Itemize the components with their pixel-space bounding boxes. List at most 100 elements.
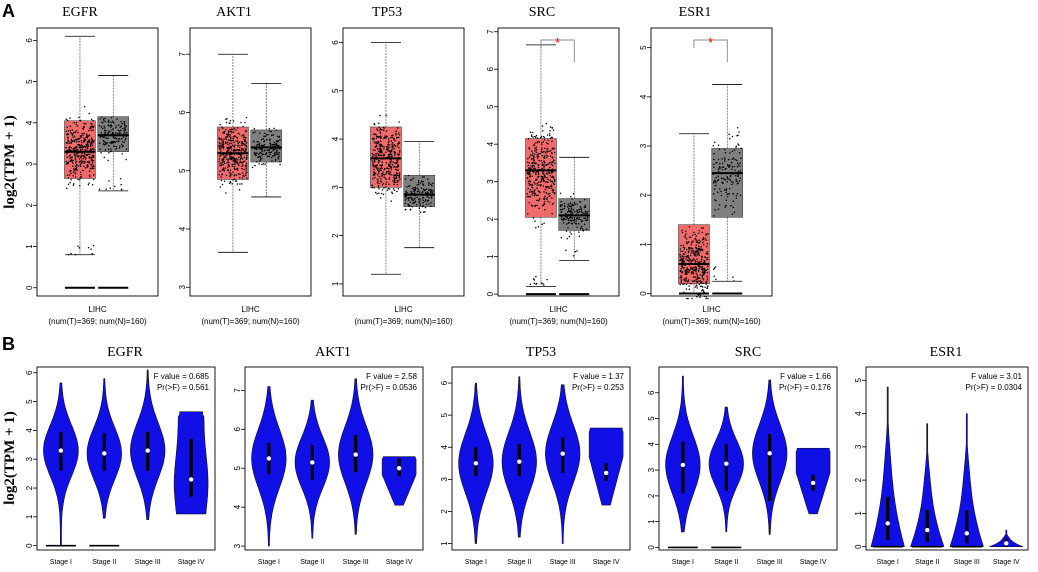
data-point	[389, 151, 392, 153]
data-point	[419, 204, 421, 206]
data-point	[243, 143, 245, 146]
data-point	[550, 161, 552, 163]
data-point	[242, 148, 244, 150]
data-point	[373, 159, 376, 161]
data-point	[267, 134, 269, 136]
data-point	[101, 127, 104, 130]
stage-label: Stage I	[258, 559, 280, 566]
y-tick-label: 4	[178, 226, 187, 231]
data-point	[561, 204, 564, 206]
data-point	[222, 143, 225, 146]
data-point	[565, 212, 567, 215]
data-point	[430, 183, 432, 186]
data-point	[81, 141, 83, 144]
data-point	[532, 217, 535, 219]
data-point	[411, 206, 413, 208]
data-point	[116, 138, 118, 140]
data-point	[257, 156, 259, 159]
data-point	[531, 152, 534, 154]
data-point	[715, 184, 717, 187]
data-point	[101, 116, 103, 119]
data-point	[713, 158, 715, 161]
data-point	[108, 130, 110, 132]
data-point	[274, 159, 277, 162]
data-point	[241, 140, 243, 143]
data-point	[237, 142, 240, 145]
data-point	[684, 269, 686, 271]
data-point	[685, 248, 688, 251]
data-point	[694, 253, 697, 255]
data-point	[391, 136, 394, 139]
data-point	[560, 216, 563, 218]
data-point	[270, 156, 273, 159]
data-point	[256, 148, 258, 151]
data-point	[74, 172, 77, 175]
data-point	[390, 149, 393, 152]
data-point	[571, 212, 574, 214]
data-point	[549, 129, 551, 132]
data-point	[680, 276, 683, 278]
data-point	[376, 142, 378, 144]
data-point	[684, 280, 687, 282]
data-point	[67, 161, 70, 163]
data-point	[252, 132, 255, 134]
data-point	[431, 184, 433, 187]
data-point	[699, 296, 701, 298]
data-point	[680, 278, 683, 281]
data-point	[540, 175, 542, 177]
data-point	[543, 164, 545, 166]
data-point	[270, 130, 273, 133]
data-point	[712, 182, 715, 184]
data-point	[728, 187, 731, 190]
data-point	[107, 124, 109, 126]
data-point	[544, 152, 547, 154]
data-point	[387, 148, 390, 150]
data-point	[553, 193, 556, 195]
data-point	[245, 174, 247, 177]
data-point	[264, 132, 266, 135]
data-point	[699, 266, 701, 268]
data-point	[260, 149, 262, 151]
data-point	[78, 247, 81, 249]
data-point	[246, 142, 248, 144]
data-point	[527, 138, 530, 140]
data-point	[372, 178, 374, 180]
data-point	[694, 286, 697, 288]
data-point	[530, 134, 533, 136]
data-point	[243, 156, 246, 158]
data-point	[88, 160, 91, 163]
data-point	[679, 253, 681, 256]
data-point	[73, 121, 75, 124]
data-point	[378, 170, 380, 173]
data-point	[545, 122, 548, 125]
data-point	[119, 177, 122, 180]
data-point	[92, 164, 94, 166]
data-point	[684, 251, 687, 253]
data-point	[738, 144, 740, 146]
data-point	[378, 122, 380, 124]
data-point	[579, 201, 582, 203]
data-point	[384, 135, 386, 137]
data-point	[225, 138, 228, 140]
data-point	[686, 256, 688, 258]
data-point	[537, 190, 540, 192]
data-point	[387, 153, 390, 156]
data-point	[87, 153, 89, 155]
data-point	[692, 272, 695, 274]
data-point	[552, 160, 554, 163]
data-point	[425, 188, 428, 190]
data-point	[688, 260, 690, 262]
data-point	[66, 156, 68, 158]
data-point	[526, 171, 529, 173]
data-point	[543, 174, 546, 177]
data-point	[729, 137, 731, 140]
data-point	[104, 141, 107, 144]
data-point	[699, 250, 702, 252]
data-point	[67, 142, 69, 144]
data-point	[537, 200, 540, 202]
data-point	[429, 205, 432, 208]
data-point	[261, 154, 263, 156]
data-point	[567, 219, 570, 222]
